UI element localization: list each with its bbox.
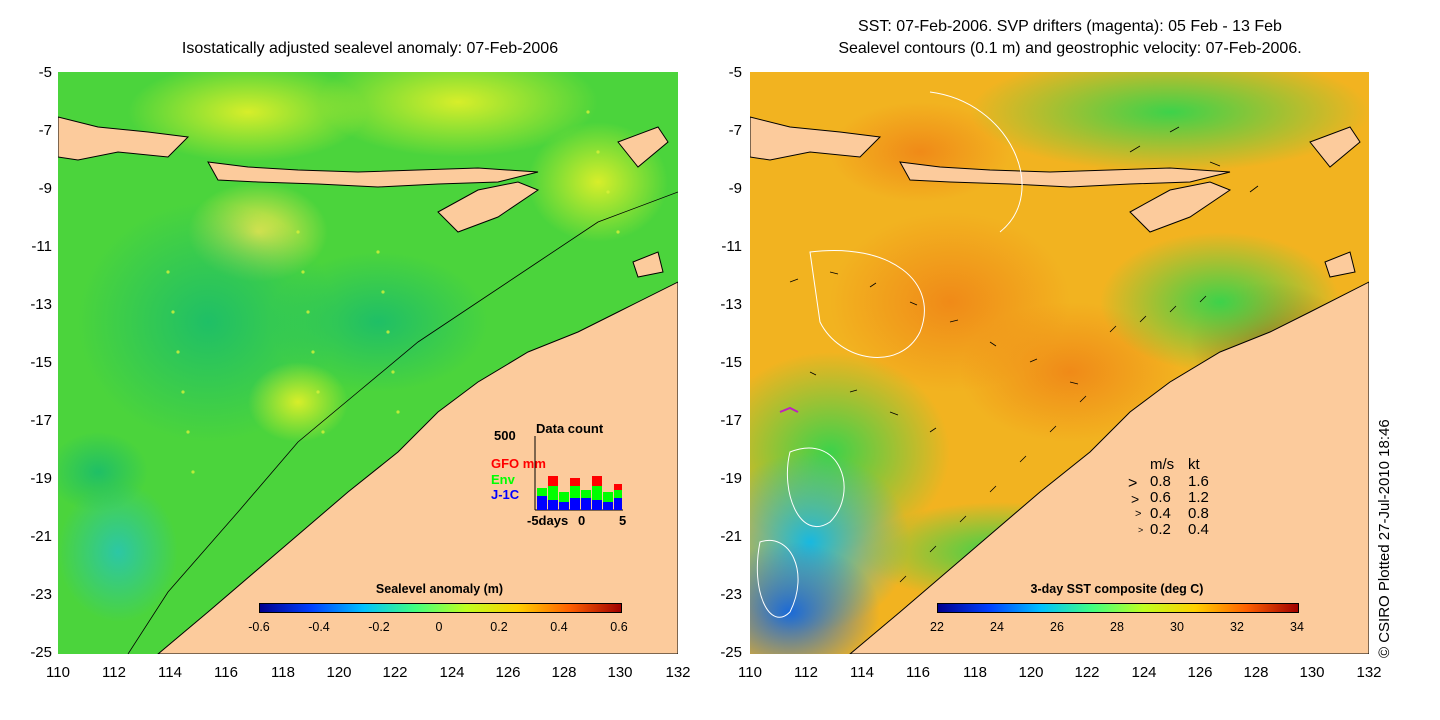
lon-label: 126 <box>1187 664 1213 681</box>
lat-label: -15 <box>30 354 52 371</box>
lon-label: 126 <box>495 664 521 681</box>
lat-label: -17 <box>720 412 742 429</box>
data-count-max-label: 500 <box>494 428 516 443</box>
lon-label: 112 <box>102 664 126 681</box>
colorbar-tick: 34 <box>1290 620 1304 634</box>
lon-label: 130 <box>1299 664 1325 681</box>
velocity-legend-header-ms: m/s <box>1150 456 1175 473</box>
lat-label: -11 <box>31 238 52 255</box>
lat-label: -15 <box>720 354 742 371</box>
lat-label: -5 <box>728 64 742 81</box>
lon-label: 116 <box>906 664 930 681</box>
lon-label: 118 <box>271 664 295 681</box>
lat-label: -23 <box>30 586 52 603</box>
lat-label: -7 <box>728 122 742 139</box>
lat-label: -9 <box>38 180 52 197</box>
data-count-bars <box>534 436 623 511</box>
lat-label: -13 <box>720 296 742 313</box>
colorbar-tick: 24 <box>990 620 1004 634</box>
arrow-icon: > <box>1135 508 1142 520</box>
colorbar-tick: 22 <box>930 620 944 634</box>
lat-label: -25 <box>720 644 742 661</box>
lat-label: -13 <box>30 296 52 313</box>
colorbar-tick: 0.4 <box>550 620 568 634</box>
velocity-legend-kt: 1.2 <box>1188 489 1209 506</box>
colorbar-tick: 28 <box>1110 620 1124 634</box>
sealevel-anomaly-map <box>58 72 678 654</box>
sst-map-graphic <box>750 72 1369 654</box>
lat-label: -17 <box>30 412 52 429</box>
lat-label: -19 <box>30 470 52 487</box>
lon-label: 120 <box>1018 664 1044 681</box>
left-panel-title: Isostatically adjusted sealevel anomaly:… <box>181 40 559 57</box>
lat-label: -25 <box>30 644 52 661</box>
arrow-icon: > <box>1131 491 1140 507</box>
velocity-legend-ms: 0.8 <box>1150 473 1171 490</box>
colorbar-tick: -0.6 <box>248 620 270 634</box>
lat-label: -9 <box>728 180 742 197</box>
copyright-text: © CSIRO Plotted 27-Jul-2010 18:46 <box>1376 419 1393 658</box>
lon-label: 132 <box>1356 664 1382 681</box>
right-colorbar-title: 3-day SST composite (deg C) <box>1030 582 1204 596</box>
legend-j1c: J-1C <box>491 487 520 502</box>
lat-label: -7 <box>38 122 52 139</box>
lon-label: 128 <box>551 664 577 681</box>
lon-label: 110 <box>46 664 70 681</box>
colorbar-tick: 0.6 <box>610 620 628 634</box>
lon-label: 114 <box>850 664 874 681</box>
data-count-x-label: 5 <box>619 513 627 528</box>
colorbar-tick: 26 <box>1050 620 1064 634</box>
lon-label: 110 <box>738 664 762 681</box>
velocity-legend-kt: 0.8 <box>1188 505 1209 522</box>
lon-label: 116 <box>214 664 238 681</box>
lon-label: 118 <box>963 664 987 681</box>
lon-label: 124 <box>1131 664 1157 681</box>
lon-label: 128 <box>1243 664 1269 681</box>
legend-env: Env <box>491 472 515 487</box>
lon-label: 130 <box>607 664 633 681</box>
colorbar-tick: -0.2 <box>368 620 390 634</box>
right-panel-title-line2: Sealevel contours (0.1 m) and geostrophi… <box>838 40 1302 57</box>
lat-label: -5 <box>38 64 52 81</box>
velocity-legend-ms: 0.4 <box>1150 505 1171 522</box>
lon-label: 132 <box>665 664 691 681</box>
lat-label: -19 <box>720 470 742 487</box>
colorbar-tick: -0.4 <box>308 620 330 634</box>
lat-label: -21 <box>720 528 742 545</box>
data-count-title: Data count <box>536 421 604 436</box>
legend-gfo: GFO mm <box>491 456 546 471</box>
velocity-legend-ms: 0.2 <box>1150 521 1171 538</box>
velocity-legend-ms: 0.6 <box>1150 489 1171 506</box>
sealevel-map-graphic <box>58 72 678 654</box>
colorbar-tick: 30 <box>1170 620 1184 634</box>
right-colorbar <box>937 603 1299 613</box>
lon-label: 124 <box>439 664 465 681</box>
right-panel-title-line1: SST: 07-Feb-2006. SVP drifters (magenta)… <box>858 18 1282 35</box>
velocity-legend-kt: 1.6 <box>1188 473 1209 490</box>
velocity-legend-header-kt: kt <box>1188 456 1200 473</box>
lat-label: -11 <box>721 238 742 255</box>
lon-label: 122 <box>382 664 408 681</box>
lon-label: 120 <box>326 664 352 681</box>
lat-label: -21 <box>30 528 52 545</box>
arrow-icon: > <box>1138 525 1144 535</box>
data-count-x-label: -5days <box>527 513 569 528</box>
lon-label: 114 <box>158 664 182 681</box>
data-count-x-label: 0 <box>578 513 586 528</box>
lon-label: 122 <box>1074 664 1100 681</box>
lon-label: 112 <box>794 664 818 681</box>
colorbar-tick: 0.2 <box>490 620 508 634</box>
arrow-icon: > <box>1128 475 1138 492</box>
colorbar-tick: 32 <box>1230 620 1244 634</box>
velocity-legend-kt: 0.4 <box>1188 521 1209 538</box>
sst-map <box>750 72 1369 654</box>
lat-label: -23 <box>720 586 742 603</box>
colorbar-tick: 0 <box>435 620 443 634</box>
left-colorbar <box>259 603 622 613</box>
left-colorbar-title: Sealevel anomaly (m) <box>375 582 504 596</box>
